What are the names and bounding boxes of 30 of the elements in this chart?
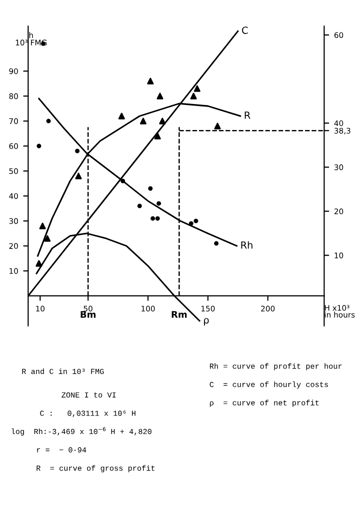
point [159, 118, 166, 124]
point [150, 216, 156, 221]
point [75, 148, 80, 154]
point [156, 92, 164, 100]
point [44, 235, 51, 242]
point [214, 241, 219, 246]
point [137, 204, 142, 208]
point [194, 218, 198, 224]
point [214, 122, 221, 130]
point [154, 132, 161, 140]
ref-line-label: Bm [80, 311, 96, 318]
point [188, 221, 194, 226]
point [147, 78, 154, 84]
point [148, 186, 153, 191]
series-label: C [242, 26, 248, 34]
ref-line-label: Rm [172, 311, 187, 318]
point [156, 201, 162, 206]
series-label: ρ [204, 318, 209, 326]
point [140, 118, 147, 124]
point [36, 260, 42, 267]
point [190, 92, 197, 100]
series-label: R [244, 112, 250, 119]
series-label: Rh [241, 241, 252, 249]
point [118, 112, 125, 120]
point [46, 118, 51, 124]
point [155, 216, 160, 221]
point [194, 85, 200, 92]
point [36, 144, 42, 148]
point [39, 222, 46, 230]
point [75, 172, 82, 180]
